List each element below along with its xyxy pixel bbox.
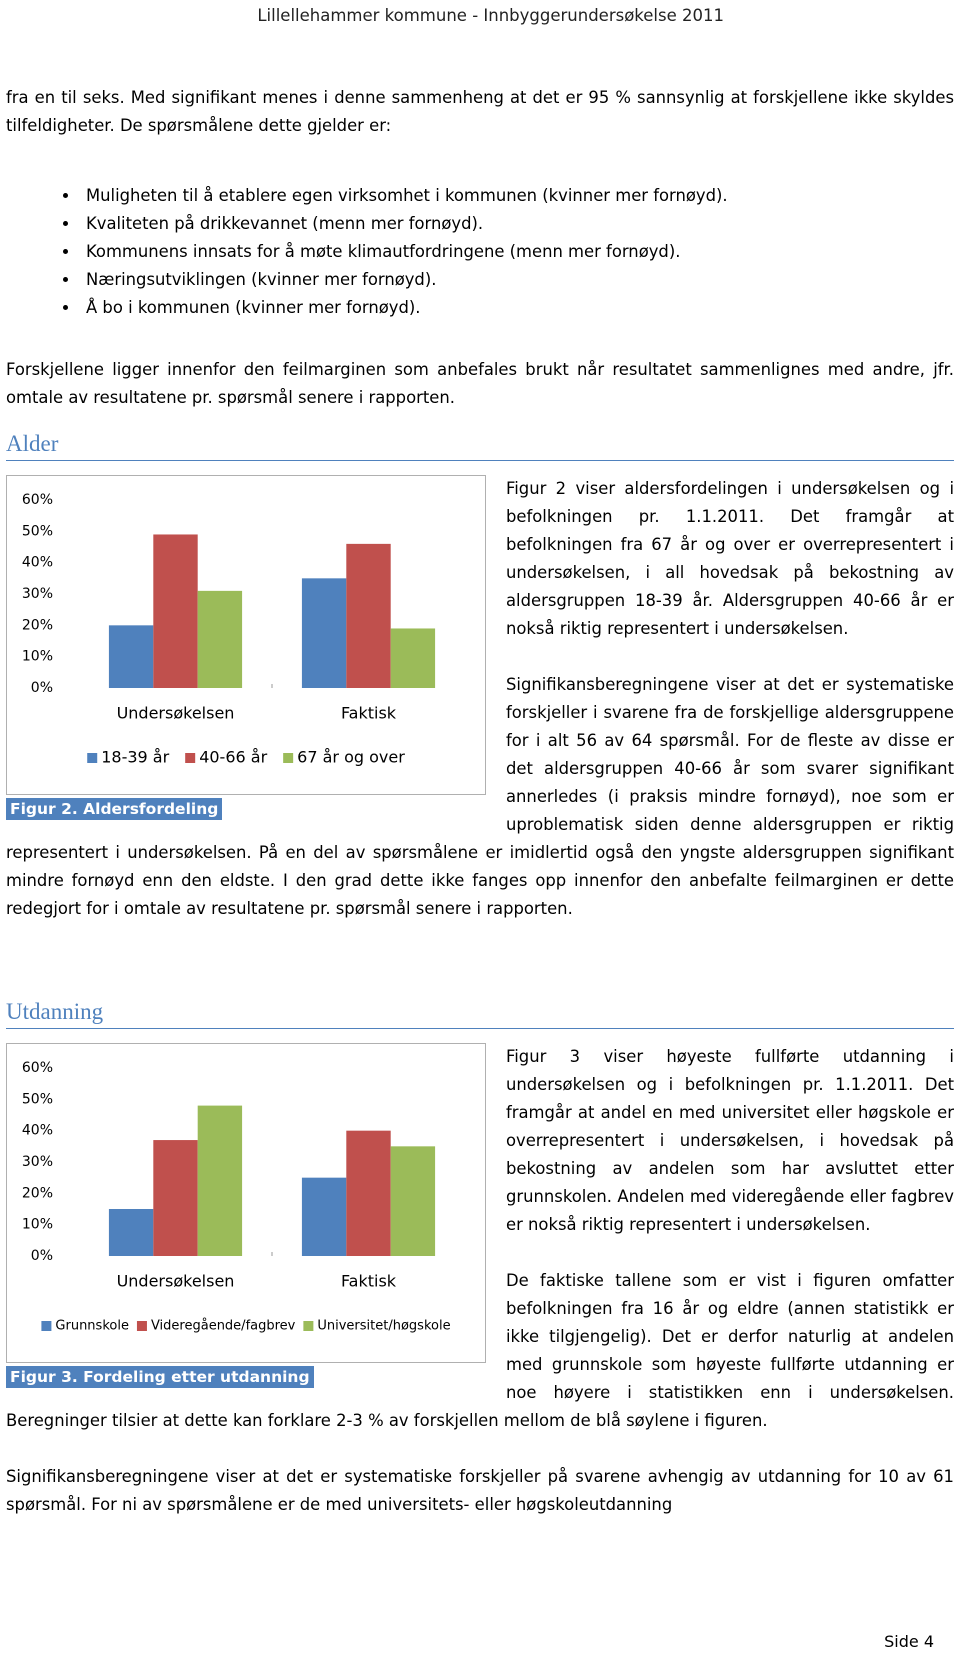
bar — [301, 1177, 347, 1256]
x-tick-label: Faktisk — [341, 1272, 397, 1291]
legend-label: Grunnskole — [55, 1319, 129, 1334]
legend-label: 40-66 år — [199, 748, 267, 767]
bullet: Kommunens innsats for å møte klimautford… — [80, 238, 950, 266]
bar — [197, 590, 243, 688]
y-tick-label: 20% — [22, 617, 53, 633]
bar — [197, 1105, 243, 1256]
header: Lillellehammer kommune - Innbyggerunders… — [257, 6, 724, 25]
y-tick-label: 30% — [22, 586, 53, 602]
x-tick-label: Undersøkelsen — [117, 704, 235, 723]
chart: 0% 10% 20% 30% 40% 50% 60% Undersøkelsen Faktisk… — [6, 1043, 486, 1363]
paragraph: Figur 2 viser aldersfordelingen i unders… — [506, 479, 954, 638]
figure-caption: Figur 2. Aldersfordeling — [6, 798, 223, 820]
figure-caption: Figur 3. Fordeling etter utdanning — [6, 1366, 314, 1388]
intro-text: fra en til seks. Med signifikant menes i… — [6, 88, 954, 135]
bar — [390, 628, 436, 688]
bar — [301, 578, 347, 688]
x-tick-label: Faktisk — [341, 704, 397, 723]
bar — [153, 534, 198, 688]
y-tick-label: 50% — [22, 523, 53, 539]
bar — [108, 1209, 154, 1256]
bar — [346, 1130, 391, 1256]
paragraph: Signifikansberegningene viser at det er … — [6, 675, 954, 918]
y-tick-label: 10% — [22, 649, 53, 665]
y-tick-label: 60% — [22, 492, 53, 508]
bullet: Å bo i kommunen (kvinner mer fornøyd). — [80, 294, 950, 322]
x-tick-label: Undersøkelsen — [117, 1272, 235, 1291]
y-tick-label: 0% — [31, 680, 53, 696]
bullet: Muligheten til å etablere egen virksomhe… — [80, 182, 950, 210]
legend-swatch — [41, 1321, 52, 1331]
y-tick-label: 50% — [22, 1091, 53, 1107]
section-heading: Alder — [6, 428, 954, 461]
paragraph: Forskjellene ligger innenfor den feilmar… — [6, 360, 954, 407]
legend-swatch — [283, 753, 294, 763]
section-heading: Utdanning — [6, 996, 954, 1029]
bar — [153, 1140, 198, 1256]
bar — [108, 625, 154, 688]
y-tick-label: 10% — [22, 1217, 53, 1233]
legend-label: 67 år og over — [297, 748, 405, 767]
chart: 0% 10% 20% 30% 40% 50% 60% Undersøkelsen Faktisk… — [6, 475, 486, 795]
bullet: Næringsutviklingen (kvinner mer fornøyd)… — [80, 266, 950, 294]
y-tick-label: 30% — [22, 1154, 53, 1170]
bullet-list: Muligheten til å etablere egen virksomhe… — [6, 182, 950, 322]
legend-label: 18-39 år — [101, 748, 169, 767]
y-tick-label: 0% — [31, 1248, 53, 1264]
figure: 0% 10% 20% 30% 40% 50% 60% Undersøkelsen Faktisk… — [6, 1043, 490, 1391]
legend-label: Universitet/høgskole — [317, 1319, 450, 1334]
legend-swatch — [87, 753, 98, 763]
legend-swatch — [136, 1321, 147, 1331]
legend-label: Videregående/fagbrev — [151, 1319, 296, 1334]
y-tick-label: 40% — [22, 1123, 53, 1139]
y-tick-label: 40% — [22, 555, 53, 571]
paragraph: Signifikansberegningene viser at det er … — [6, 1467, 954, 1514]
section: Utdanning 0% 10% 20% 30% 40% 50% 60% Undersøkel… — [6, 996, 954, 1519]
page-number: Side 4 — [884, 1632, 934, 1651]
y-tick-label: 20% — [22, 1185, 53, 1201]
bullet: Kvaliteten på drikkevannet (menn mer for… — [80, 210, 950, 238]
bar — [346, 543, 391, 688]
paragraph: De faktiske tallene som er vist i figure… — [6, 1271, 954, 1430]
legend: Grunnskole Videregående/fagbrev Universite… — [41, 1319, 451, 1334]
legend-swatch — [303, 1321, 314, 1331]
bar — [390, 1146, 436, 1256]
legend: 18-39 år 40-66 år 67 år og over — [87, 748, 405, 767]
y-tick-label: 60% — [22, 1060, 53, 1076]
figure: 0% 10% 20% 30% 40% 50% 60% Undersøkelsen Faktisk… — [6, 475, 490, 823]
legend-swatch — [185, 753, 196, 763]
paragraph: Figur 3 viser høyeste fullførte utdannin… — [506, 1047, 954, 1234]
section: Alder 0% 10% 20% 30% 40% 50% 60% Undersøkelsen F… — [6, 428, 954, 923]
